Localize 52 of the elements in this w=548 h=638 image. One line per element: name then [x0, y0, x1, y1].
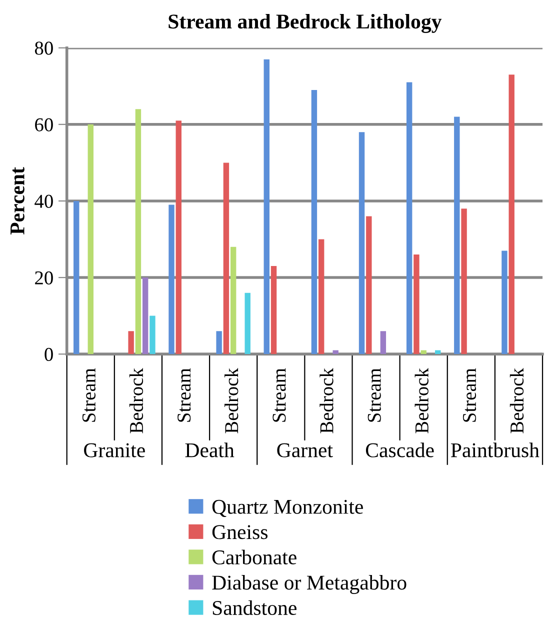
legend-label: Diabase or Metagabbro [212, 575, 406, 594]
x-tick-label: Bedrock [224, 368, 238, 434]
bar [508, 74, 514, 354]
bar [223, 162, 230, 354]
bar [270, 266, 277, 354]
bar [142, 278, 148, 354]
x-tick-label: Bedrock [129, 368, 144, 434]
text: Cascade [366, 442, 434, 458]
x-tick-label: Bedrock [320, 368, 334, 434]
bar [216, 331, 222, 354]
x-tick-label: Stream [272, 368, 286, 422]
legend-label: Sandstone [212, 600, 296, 616]
bar [168, 204, 174, 354]
bar [230, 246, 236, 354]
bar [414, 254, 420, 354]
text: Paintbrush [450, 442, 540, 458]
text: Garnet [277, 443, 333, 458]
bar [318, 239, 324, 354]
y-tick-label: 60 [35, 118, 53, 132]
y-tick-label: 80 [34, 42, 53, 55]
text: Granite [84, 443, 145, 458]
x-tick-label: Stream [462, 368, 476, 422]
x-tick-label: Stream [178, 368, 191, 422]
bar [358, 132, 365, 354]
legend-label: Quartz Monzonite [212, 500, 363, 518]
x-tick-label: Stream [368, 368, 381, 422]
bar [150, 316, 156, 354]
bar [244, 292, 250, 354]
legend-label: Carbonate [212, 550, 296, 564]
bar [380, 331, 386, 354]
bar [128, 331, 134, 354]
chart-title: Stream and Bedrock Lithology [168, 14, 442, 34]
bar [88, 124, 94, 354]
bar [264, 59, 270, 354]
x-tick-label: Stream [82, 368, 96, 422]
bar [366, 216, 372, 354]
x-tick-label: Bedrock [414, 368, 428, 434]
y-tick-label: 20 [35, 271, 53, 284]
bar [74, 200, 80, 354]
x-tick-label: Bedrock [510, 368, 524, 434]
bar [135, 109, 142, 354]
bar [311, 90, 318, 354]
bar [454, 116, 460, 354]
y-tick-label: 0 [44, 348, 53, 362]
bar [502, 250, 508, 354]
bar [406, 82, 412, 354]
text: Death [185, 442, 234, 458]
y-tick-label: 40 [34, 194, 53, 208]
y-axis-title: Percent [10, 167, 24, 235]
legend-label: Gneiss [212, 525, 268, 540]
bar [176, 120, 182, 354]
bar [461, 208, 467, 354]
